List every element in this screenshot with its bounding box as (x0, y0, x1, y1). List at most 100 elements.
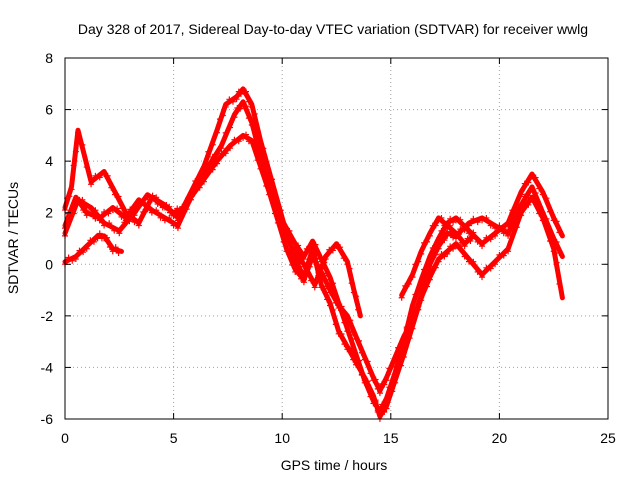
data-point-marker (153, 194, 160, 201)
data-point-marker (381, 381, 388, 388)
data-point-marker (205, 148, 212, 155)
x-tick-label: 10 (274, 430, 290, 446)
data-point-marker (361, 377, 368, 384)
data-point-marker (332, 321, 339, 328)
data-point-marker (222, 150, 229, 157)
data-point-marker (318, 284, 325, 291)
data-point-marker (214, 129, 221, 136)
grid (65, 58, 608, 419)
data-point-marker (405, 280, 412, 287)
data-point-marker (505, 232, 512, 239)
data-point-marker (174, 205, 181, 212)
data-point-marker (161, 217, 168, 224)
data-point-marker (309, 240, 316, 247)
data-point-marker (329, 306, 336, 313)
data-point-marker (479, 243, 486, 250)
data-point-marker (68, 186, 75, 193)
data-point-marker (424, 238, 430, 245)
data-point-marker (311, 284, 318, 291)
data-point-marker (421, 239, 428, 246)
data-point-marker (341, 311, 348, 318)
y-tick-label: 8 (45, 50, 53, 66)
data-point-marker (409, 274, 416, 281)
series-sat-e (290, 241, 363, 319)
data-point-marker (483, 234, 490, 241)
data-point-marker (474, 268, 481, 275)
data-point-marker (295, 242, 302, 249)
data-point-marker (251, 110, 258, 117)
data-point-marker (300, 263, 307, 270)
data-point-marker (353, 293, 360, 300)
data-point-marker (367, 389, 374, 396)
data-point-marker (245, 115, 252, 122)
data-point-marker (289, 262, 296, 269)
data-point-marker (386, 392, 393, 399)
data-point-marker (234, 104, 241, 111)
data-point-marker (218, 145, 225, 152)
data-point-marker (412, 291, 419, 298)
data-point-marker (105, 210, 112, 217)
data-point-marker (458, 239, 465, 246)
data-point-marker (398, 294, 405, 301)
data-point-marker (372, 376, 379, 383)
data-point-marker (274, 219, 281, 226)
data-point-marker (364, 378, 371, 385)
data-point-marker (364, 358, 371, 365)
data-point-marker (553, 259, 560, 266)
data-point-marker (539, 191, 546, 198)
data-point-marker (429, 245, 436, 252)
data-point-marker (72, 256, 79, 263)
data-point-marker (96, 174, 103, 181)
data-point-marker (108, 184, 115, 191)
axis-ticks: 0 5 10 15 20 25 -6 -4 -2 0 2 4 6 8 (41, 50, 616, 446)
data-point-marker (88, 181, 95, 188)
data-point-marker (96, 230, 103, 237)
data-point-marker (556, 280, 563, 287)
data-point-marker (92, 207, 99, 214)
data-point-marker (381, 409, 388, 416)
data-point-marker (280, 238, 287, 245)
data-point-marker (248, 140, 255, 147)
data-point-marker (372, 397, 379, 404)
data-point-marker (479, 274, 486, 281)
data-point-marker (231, 114, 238, 121)
data-point-marker (479, 217, 486, 224)
data-point-marker (231, 136, 238, 143)
data-point-marker (245, 98, 252, 105)
data-point-marker (101, 235, 108, 242)
data-point-marker (243, 88, 249, 95)
data-point-marker (389, 363, 396, 370)
data-point-marker (383, 405, 390, 412)
data-point-marker (306, 257, 313, 264)
plot-series (62, 86, 565, 422)
data-point-marker (415, 306, 422, 313)
data-point-marker (116, 230, 123, 237)
data-point-marker (101, 170, 108, 177)
data-point-marker (536, 210, 543, 217)
data-point-marker (321, 272, 328, 279)
chart-title: Day 328 of 2017, Sidereal Day-to-day VTE… (78, 21, 588, 37)
data-point-marker (69, 257, 76, 264)
data-point-marker (329, 280, 336, 287)
data-point-marker (500, 230, 507, 237)
data-point-marker (435, 245, 442, 252)
data-point-marker (397, 362, 404, 369)
data-point-marker (487, 265, 494, 272)
data-point-marker (341, 319, 348, 326)
data-point-marker (400, 354, 407, 361)
data-point-marker (131, 205, 138, 212)
data-point-marker (347, 317, 354, 324)
data-point-marker (324, 296, 331, 303)
data-point-marker (528, 196, 535, 203)
data-point-marker (518, 191, 525, 198)
data-point-marker (209, 153, 216, 160)
data-point-marker (104, 172, 111, 179)
data-point-marker (341, 341, 348, 348)
data-point-marker (395, 366, 402, 373)
data-point-marker (140, 197, 147, 204)
data-point-marker (374, 385, 381, 392)
data-point-marker (455, 231, 462, 238)
data-point-marker (329, 289, 336, 296)
x-tick-label: 5 (170, 430, 178, 446)
